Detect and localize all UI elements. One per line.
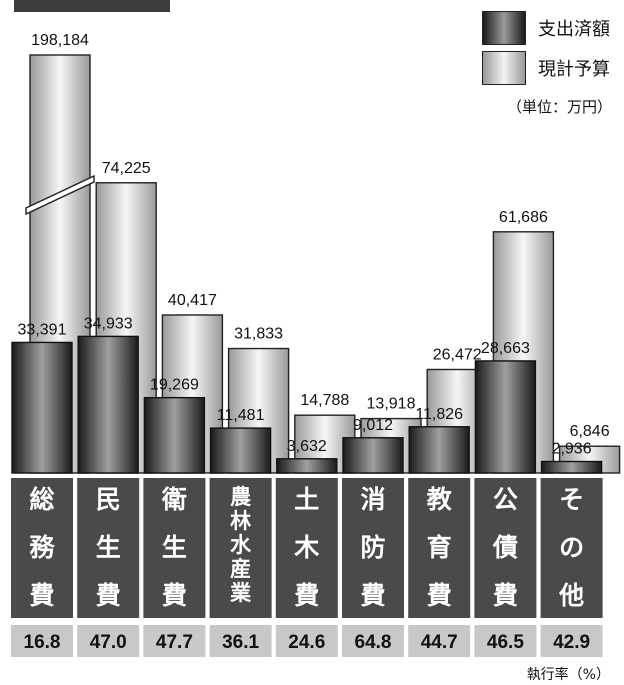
category-band	[474, 478, 537, 618]
data-label-spent: 28,663	[481, 340, 530, 357]
bar-spent	[209, 427, 272, 474]
data-label-budget: 26,472	[433, 346, 482, 363]
category-label-char: 費	[95, 581, 121, 610]
legend-swatch-spent	[482, 11, 526, 45]
execution-rate-value: 24.6	[288, 632, 325, 653]
category-label-char: の	[559, 533, 584, 562]
data-label-budget: 6,846	[570, 423, 610, 440]
category-label-char: 衛	[161, 485, 187, 514]
category-label-char: 総	[29, 485, 54, 514]
category-label-char: そ	[559, 485, 584, 514]
rate-band	[275, 625, 338, 657]
category-band	[11, 478, 73, 618]
bar-spent	[540, 460, 603, 474]
bar-spent	[474, 360, 537, 474]
execution-rate-label: 執行率（%）	[526, 667, 610, 683]
rate-band	[342, 625, 404, 657]
rate-band	[77, 625, 140, 657]
bar-spent	[11, 341, 73, 474]
category-label-char: 債	[492, 533, 518, 562]
category-band	[342, 478, 404, 618]
data-label-budget: 40,417	[168, 292, 217, 309]
bar-spent	[408, 426, 470, 474]
rate-band	[143, 625, 206, 657]
rate-band	[408, 625, 471, 657]
data-label-spent: 11,826	[415, 406, 463, 423]
axis-break-mark	[25, 174, 95, 216]
data-label-budget: 74,225	[102, 160, 151, 177]
category-label-char: 産	[230, 557, 251, 581]
category-band	[408, 478, 471, 618]
data-label-spent: 19,269	[150, 377, 199, 394]
legend-item-spent: 支出済額	[482, 8, 610, 48]
legend: 支出済額 現計予算	[482, 8, 610, 88]
category-label-char: 費	[359, 581, 385, 610]
category-label-char: 業	[230, 581, 252, 605]
category-band	[77, 478, 140, 618]
category-label-char: 防	[360, 533, 385, 562]
category-label-char: 生	[162, 533, 187, 562]
header-bar	[14, 0, 170, 12]
bar-spent	[342, 437, 404, 474]
category-label-char: 民	[96, 485, 121, 514]
category-label-char: 生	[96, 533, 121, 562]
bar-spent	[143, 396, 206, 474]
rate-band	[209, 625, 272, 657]
category-label-char: 水	[230, 533, 252, 557]
category-band	[209, 478, 272, 618]
execution-rate-value: 16.8	[24, 632, 61, 653]
unit-label: （単位：万円）	[506, 98, 612, 116]
legend-label-budget: 現計予算	[538, 59, 610, 80]
category-band	[275, 478, 338, 618]
legend-label-spent: 支出済額	[538, 19, 610, 40]
category-label-char: 費	[28, 581, 54, 610]
category-label-char: 土	[294, 485, 319, 514]
data-label-spent: 9,012	[353, 417, 393, 434]
data-label-budget: 198,184	[31, 32, 89, 49]
category-label-char: 費	[492, 581, 518, 610]
rate-band	[474, 625, 537, 657]
execution-rate-value: 42.9	[553, 632, 590, 653]
category-label-char: 林	[230, 509, 251, 533]
category-label-char: 育	[427, 533, 452, 562]
data-label-spent: 34,933	[84, 315, 133, 332]
category-label-char: 木	[293, 533, 319, 562]
execution-rate-value: 64.8	[355, 632, 392, 653]
data-label-spent: 11,481	[217, 407, 265, 424]
category-label-char: 費	[293, 581, 319, 610]
execution-rate-value: 44.7	[421, 632, 458, 653]
legend-item-budget: 現計予算	[482, 48, 610, 88]
category-label-char: 費	[426, 581, 452, 610]
data-label-spent: 3,632	[287, 438, 327, 455]
rate-band	[540, 625, 603, 657]
data-label-budget: 31,833	[234, 326, 283, 343]
category-label-char: 公	[493, 485, 518, 514]
rate-band	[11, 625, 73, 657]
category-label-char: 他	[558, 581, 584, 610]
bar-spent	[276, 458, 338, 474]
bar-spent	[77, 335, 139, 474]
data-label-budget: 61,686	[499, 209, 548, 226]
legend-swatch-budget	[482, 51, 526, 85]
category-label-char: 農	[230, 485, 251, 509]
category-label-char: 消	[360, 485, 385, 514]
execution-rate-value: 47.0	[90, 632, 127, 653]
execution-rate-value: 46.5	[487, 632, 524, 653]
execution-rate-value: 47.7	[156, 632, 193, 653]
data-label-spent: 2,936	[552, 441, 592, 458]
category-label-char: 費	[161, 581, 187, 610]
category-label-char: 務	[29, 533, 55, 562]
data-label-spent: 33,391	[18, 321, 67, 338]
category-band	[540, 478, 603, 618]
data-label-budget: 13,918	[367, 396, 416, 413]
data-label-budget: 14,788	[300, 392, 349, 409]
category-label-char: 教	[427, 485, 453, 514]
execution-rate-value: 36.1	[222, 632, 259, 653]
category-band	[143, 478, 206, 618]
